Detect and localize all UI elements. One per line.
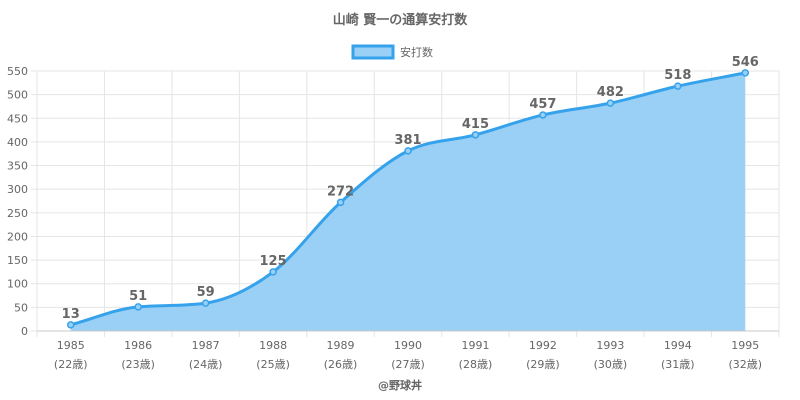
series-layer [66,69,750,332]
data-point [674,82,682,90]
data-point [269,268,277,276]
x-tick-label: 1986 [124,339,152,352]
x-tick-label: 1993 [596,339,624,352]
legend-swatch [351,44,395,60]
data-point [134,303,142,311]
chart-title: 山崎 賢一の通算安打数 [333,12,469,28]
x-tick-age-label: (29歳) [526,358,560,371]
data-point [471,131,480,139]
axis-layer: 0 50 100 150 200 250 300 350 400 450 500 550 1985 (22… [7,65,779,371]
y-tick-label: 400 [7,136,28,149]
x-tick-age-label: (26歳) [324,358,358,371]
data-point [539,111,547,119]
x-tick-label: 1989 [327,339,355,352]
data-point [336,198,345,207]
x-tick-age-label: (32歳) [728,358,762,371]
data-label: 381 [394,133,421,148]
x-tick-age-label: (27歳) [391,358,425,371]
data-label: 415 [462,117,489,132]
x-tick-label: 1994 [664,339,692,352]
y-tick-label: 100 [7,278,28,291]
data-label: 125 [260,254,287,269]
y-tick-label: 450 [7,112,28,125]
x-tick-age-label: (22歳) [54,358,88,371]
data-point [741,69,750,77]
y-tick-label: 500 [7,89,28,102]
data-point [606,99,615,107]
data-point [66,321,75,329]
y-tick-label: 0 [21,325,28,338]
credit-text: @野球丼 [378,378,422,392]
x-tick-label: 1995 [731,339,759,352]
data-label: 518 [664,68,691,83]
x-tick-age-label: (28歳) [459,358,493,371]
y-tick-label: 350 [7,160,28,173]
y-tick-label: 50 [14,301,28,314]
x-tick-label: 1990 [394,339,422,352]
data-label-layer: 13 51 59 125 272 381 415 457 482 518 546 [62,55,759,322]
x-tick-age-label: (31歳) [661,358,695,371]
x-tick-label: 1992 [529,339,557,352]
x-tick-label: 1988 [259,339,287,352]
x-tick-age-label: (24歳) [189,358,223,371]
x-tick-age-label: (23歳) [121,358,155,371]
data-label: 59 [197,285,215,300]
data-label: 546 [732,55,759,70]
x-tick-age-label: (30歳) [594,358,628,371]
data-label: 13 [62,307,80,322]
data-label: 272 [327,184,354,199]
data-point [404,147,412,155]
data-point [201,299,210,307]
data-label: 51 [129,289,147,304]
y-tick-label: 200 [7,230,28,243]
y-tick-label: 300 [7,183,28,196]
y-tick-label: 550 [7,65,28,78]
legend-label: 安打数 [400,45,433,59]
x-tick-label: 1985 [57,339,85,352]
series-area [70,72,746,332]
data-label: 457 [529,97,556,112]
x-tick-label: 1991 [461,339,489,352]
legend[interactable]: 安打数 [351,44,433,60]
y-tick-label: 250 [7,207,28,220]
x-tick-label: 1987 [192,339,220,352]
data-label: 482 [597,85,624,100]
x-tick-age-label: (25歳) [256,358,290,371]
y-tick-label: 150 [7,254,28,267]
